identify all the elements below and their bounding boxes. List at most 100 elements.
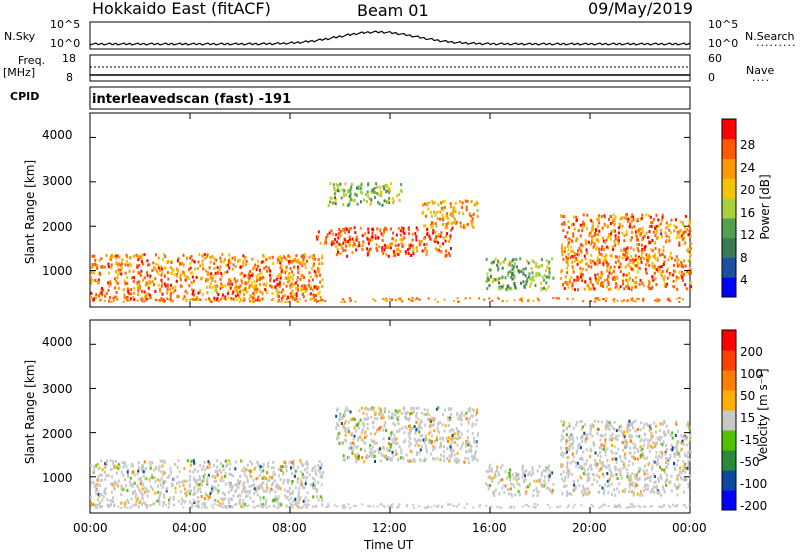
data-cell — [617, 235, 620, 239]
data-cell — [266, 471, 269, 475]
data-cell — [663, 255, 666, 259]
data-cell — [145, 505, 148, 509]
near-range-cell — [311, 505, 314, 508]
data-cell — [204, 269, 207, 273]
data-cell — [244, 502, 247, 506]
data-cell — [657, 437, 660, 441]
data-cell — [160, 476, 163, 480]
data-cell — [340, 196, 343, 200]
data-cell — [116, 263, 119, 267]
data-cell — [279, 465, 282, 469]
data-cell — [425, 413, 428, 417]
data-cell — [287, 260, 290, 263]
data-cell — [565, 439, 568, 443]
velocity-colorbar-frame — [721, 329, 737, 511]
data-cell — [202, 474, 205, 478]
data-cell — [166, 291, 169, 295]
data-cell — [636, 229, 639, 233]
data-cell — [144, 502, 147, 506]
data-cell — [688, 426, 691, 430]
near-range-cell — [219, 298, 222, 301]
data-cell — [634, 258, 637, 262]
near-range-cell — [160, 299, 163, 302]
data-cell — [196, 483, 199, 487]
data-cell — [474, 456, 477, 460]
data-cell — [537, 265, 540, 269]
near-range-cell — [498, 297, 501, 300]
data-cell — [164, 480, 167, 483]
data-cell — [565, 450, 568, 454]
data-cell — [336, 434, 339, 438]
data-cell — [604, 259, 607, 263]
near-range-cell — [99, 505, 102, 508]
data-cell — [611, 220, 614, 224]
data-cell — [232, 297, 235, 301]
data-cell — [313, 465, 316, 469]
data-cell — [162, 483, 165, 487]
data-cell — [608, 428, 611, 431]
data-cell — [363, 460, 366, 464]
data-cell — [430, 210, 432, 214]
data-cell — [189, 475, 192, 479]
data-cell — [666, 282, 668, 286]
data-cell — [648, 461, 651, 465]
data-cell — [498, 287, 501, 291]
near-range-cell — [650, 505, 653, 507]
data-cell — [384, 183, 387, 187]
power-region-0 — [90, 252, 324, 303]
data-cell — [606, 278, 609, 282]
data-cell — [506, 476, 508, 480]
near-range-cell — [342, 506, 345, 509]
near-range-cell — [387, 505, 390, 508]
data-cell — [319, 280, 322, 284]
data-cell — [566, 490, 569, 494]
data-cell — [188, 483, 191, 487]
data-cell — [100, 493, 103, 496]
data-cell — [660, 468, 663, 471]
data-cell — [213, 474, 216, 478]
data-cell — [604, 427, 607, 431]
data-cell — [412, 247, 415, 251]
near-range-cell — [199, 299, 202, 301]
data-cell — [256, 461, 259, 465]
data-cell — [425, 252, 428, 256]
data-cell — [585, 435, 588, 439]
data-cell — [675, 278, 678, 282]
near-range-cell — [136, 299, 139, 302]
data-cell — [437, 248, 440, 252]
data-cell — [485, 257, 488, 261]
data-cell — [630, 434, 633, 438]
data-cell — [475, 413, 478, 417]
data-cell — [204, 468, 207, 472]
data-cell — [124, 263, 127, 267]
data-cell — [689, 253, 692, 257]
data-cell — [595, 279, 598, 283]
near-range-cell — [169, 299, 172, 302]
data-cell — [380, 411, 383, 415]
data-cell — [453, 220, 456, 224]
data-cell — [541, 485, 544, 489]
data-cell — [342, 203, 345, 206]
data-cell — [361, 234, 364, 238]
data-cell — [401, 237, 404, 241]
data-cell — [422, 459, 425, 463]
data-cell — [109, 257, 112, 261]
near-range-cell — [327, 505, 330, 508]
data-cell — [173, 273, 176, 277]
data-cell — [393, 251, 396, 255]
data-cell — [590, 425, 593, 429]
data-cell — [604, 258, 607, 261]
power-colorbar-swatch — [722, 119, 736, 140]
data-cell — [240, 505, 243, 509]
data-cell — [223, 271, 226, 275]
data-cell — [460, 423, 463, 427]
data-cell — [566, 469, 569, 473]
data-cell — [290, 270, 293, 274]
data-cell — [498, 277, 501, 280]
data-cell — [649, 241, 652, 245]
data-cell — [90, 275, 93, 279]
data-cell — [566, 237, 569, 241]
data-cell — [317, 464, 320, 468]
data-cell — [525, 469, 528, 473]
data-cell — [141, 262, 144, 266]
